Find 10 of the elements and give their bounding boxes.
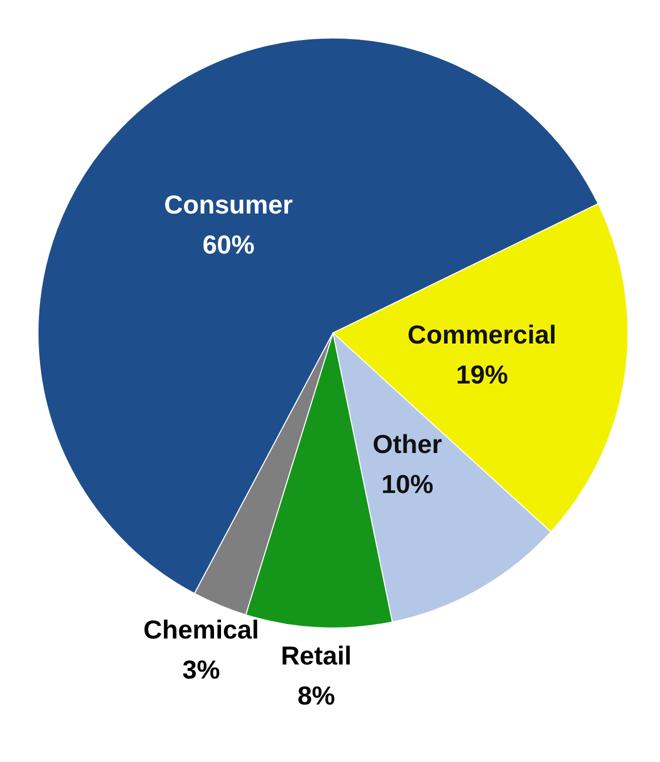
data-label: 10% xyxy=(381,468,434,499)
slice-label: Other xyxy=(372,428,442,459)
data-label: 8% xyxy=(297,680,336,711)
slice-label: Commercial xyxy=(408,319,556,350)
data-label: 3% xyxy=(182,654,220,685)
slice-label: Retail xyxy=(280,640,352,671)
data-label: 60% xyxy=(202,230,254,260)
slice-label: Consumer xyxy=(164,190,293,220)
slice-label: Chemical xyxy=(143,614,259,645)
data-label: 19% xyxy=(456,359,508,390)
